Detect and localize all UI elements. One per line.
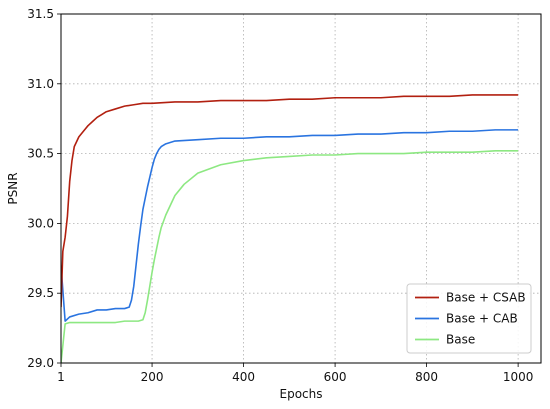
y-tick-label: 30.5 bbox=[27, 147, 54, 161]
y-axis-label: PSNR bbox=[6, 172, 20, 204]
series-line-base bbox=[61, 150, 519, 363]
y-tick-label: 31.0 bbox=[27, 77, 54, 91]
tick-layer: 1 200 400 600 800 1000 29.0 29.5 30.0 30.5 31.0 31.… bbox=[27, 7, 533, 384]
plot-frame bbox=[60, 13, 542, 364]
y-tick-label: 30.0 bbox=[27, 216, 54, 230]
legend: Base + CSAB Base + CAB Base bbox=[406, 283, 532, 354]
series-layer bbox=[61, 94, 519, 363]
x-axis-label: Epochs bbox=[280, 387, 323, 401]
x-tick-label: 800 bbox=[415, 370, 438, 384]
legend-box bbox=[406, 283, 532, 354]
y-tick-label: 31.5 bbox=[27, 7, 54, 21]
x-tick-label: 1 bbox=[57, 370, 65, 384]
y-tick-label: 29.5 bbox=[27, 286, 54, 300]
legend-label: Base bbox=[446, 333, 475, 347]
legend-label: Base + CAB bbox=[446, 312, 518, 326]
x-tick-label: 200 bbox=[141, 370, 164, 384]
legend-label: Base + CSAB bbox=[446, 291, 526, 305]
x-tick-label: 1000 bbox=[503, 370, 534, 384]
series-line-base-csab bbox=[61, 94, 519, 308]
y-tick-label: 29.0 bbox=[27, 356, 54, 370]
x-tick-label: 600 bbox=[324, 370, 347, 384]
series-line-base-cab bbox=[61, 129, 519, 322]
x-tick-label: 400 bbox=[232, 370, 255, 384]
